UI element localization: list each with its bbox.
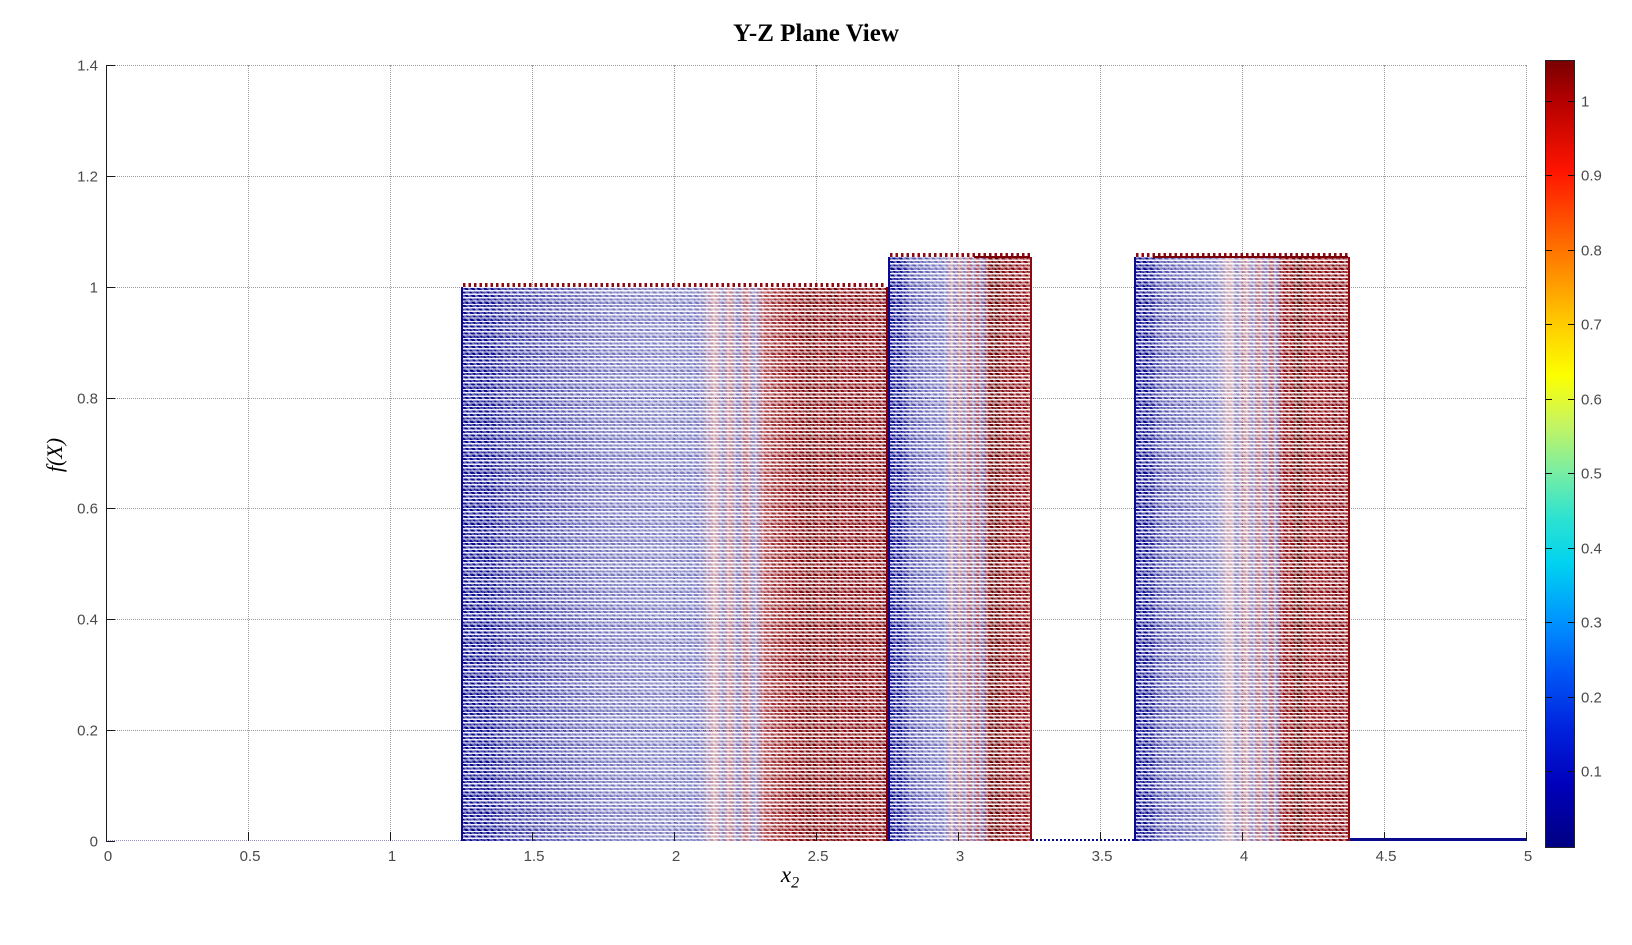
x-axis-label-subscript: 2 [791, 874, 800, 892]
colorbar-tick-mark [1546, 473, 1552, 475]
baseline-segment [1031, 839, 1135, 841]
y-tick-label: 1.4 [77, 57, 98, 75]
x-tick-label: 2.5 [807, 848, 829, 865]
baseline-segment [106, 840, 461, 841]
grid-line-horizontal [106, 65, 1526, 66]
chart-title: Y-Z Plane View [733, 20, 899, 47]
x-tick-label: 2 [671, 848, 681, 865]
y-tick-label: 1 [89, 279, 98, 297]
y-tick-mark [106, 286, 115, 288]
colorbar [1545, 60, 1575, 848]
x-axis-label: x2 [781, 862, 799, 893]
cluster-top-line [974, 256, 1030, 259]
x-tick-mark [1242, 832, 1243, 841]
cluster-top-line [1153, 256, 1348, 259]
x-tick-mark [532, 832, 533, 841]
colorbar-tick-mark [1546, 398, 1552, 400]
colorbar-tick-label: 0.5 [1581, 465, 1602, 483]
colorbar-tick-label: 0.3 [1581, 614, 1602, 632]
colorbar-tick-mark [1546, 771, 1552, 773]
y-tick-label: 1.2 [77, 168, 98, 186]
colorbar-tick-mark [1568, 771, 1574, 773]
x-tick-label: 1 [387, 848, 397, 865]
x-tick-mark [1384, 832, 1385, 841]
x-tick-mark [674, 832, 675, 841]
x-tick-mark [816, 832, 817, 841]
colorbar-tick-mark [1546, 100, 1552, 102]
x-axis-label-base: x [780, 862, 792, 887]
x-tick-mark [106, 832, 107, 841]
y-tick-mark [106, 397, 115, 399]
x-tick-label: 1.5 [523, 848, 545, 865]
colorbar-tick-label: 0.6 [1581, 391, 1602, 409]
grid-line-horizontal [106, 175, 1526, 177]
colorbar-tick-label: 0.8 [1581, 242, 1602, 260]
y-axis-line [106, 65, 107, 842]
x-tick-label: 4.5 [1375, 848, 1397, 865]
x-tick-label: 0.5 [239, 848, 261, 865]
y-tick-label: 0.6 [77, 500, 98, 518]
cluster-top-fringe [1136, 253, 1348, 258]
y-tick-mark [106, 841, 115, 842]
x-tick-label: 3.5 [1091, 848, 1113, 865]
y-tick-label: 0.8 [77, 390, 98, 408]
colorbar-tick-mark [1568, 324, 1574, 326]
colorbar-tick-label: 0.1 [1581, 763, 1602, 781]
colorbar-tick-label: 0.2 [1581, 689, 1602, 707]
y-tick-label: 0 [89, 833, 98, 851]
y-axis-label: f(X) [42, 437, 67, 473]
data-cluster [1134, 253, 1350, 841]
grid-line-vertical [1100, 65, 1101, 841]
x-tick-mark [1100, 832, 1101, 841]
colorbar-tick-mark [1568, 249, 1574, 251]
colorbar-tick-label: 0.4 [1581, 540, 1602, 558]
colorbar-tick-mark [1568, 547, 1574, 549]
grid-line-vertical [390, 65, 391, 841]
colorbar-tick-mark [1546, 547, 1552, 549]
colorbar-tick-mark [1546, 622, 1552, 624]
y-tick-mark [106, 508, 115, 510]
cluster-top-fringe [463, 282, 887, 287]
colorbar-tick-mark [1546, 324, 1552, 326]
y-tick-label: 0.4 [77, 611, 98, 629]
x-tick-mark [390, 832, 391, 841]
grid-line-vertical [1526, 65, 1527, 841]
colorbar-tick-mark [1546, 249, 1552, 251]
x-tick-mark [958, 832, 959, 841]
data-cluster [461, 282, 889, 841]
grid-line-vertical [248, 65, 249, 841]
x-tick-label: 4 [1239, 848, 1249, 865]
x-tick-mark [248, 832, 249, 841]
x-tick-label: 0 [103, 848, 113, 865]
data-cluster [888, 253, 1032, 841]
colorbar-tick-mark [1546, 696, 1552, 698]
x-tick-label: 3 [955, 848, 965, 865]
colorbar-tick-label: 0.7 [1581, 316, 1602, 334]
colorbar-tick-mark [1568, 100, 1574, 102]
y-tick-mark [106, 730, 115, 732]
colorbar-tick-mark [1568, 175, 1574, 177]
colorbar-tick-mark [1568, 473, 1574, 475]
y-tick-mark [106, 65, 115, 66]
colorbar-tick-mark [1568, 622, 1574, 624]
x-tick-mark [1526, 832, 1527, 841]
colorbar-tick-label: 1 [1581, 93, 1590, 111]
colorbar-tick-mark [1568, 398, 1574, 400]
baseline-segment [1349, 838, 1526, 841]
x-tick-label: 5 [1523, 848, 1533, 865]
colorbar-tick-mark [1546, 175, 1552, 177]
cluster-top-fringe [890, 253, 1030, 258]
colorbar-tick-label: 0.9 [1581, 167, 1602, 185]
y-tick-mark [106, 619, 115, 621]
colorbar-tick-mark [1568, 696, 1574, 698]
grid-line-vertical [1384, 65, 1385, 841]
y-tick-mark [106, 175, 115, 177]
y-tick-label: 0.2 [77, 722, 98, 740]
